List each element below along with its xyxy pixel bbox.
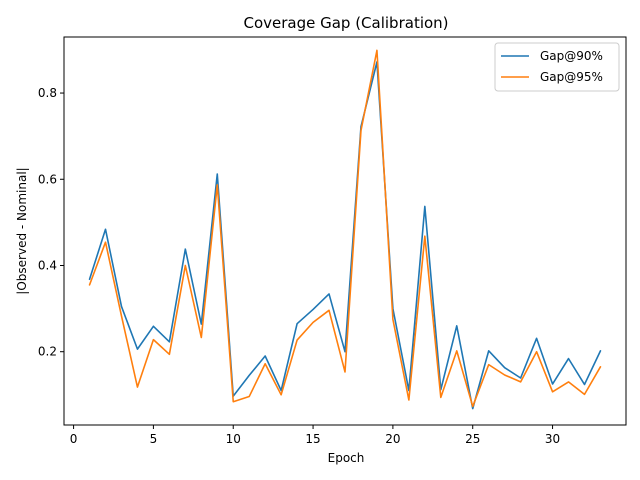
y-tick-label: 0.4 (38, 258, 57, 272)
chart-title: Coverage Gap (Calibration) (243, 14, 448, 32)
legend-box (494, 42, 620, 92)
x-tick-label: 0 (70, 432, 78, 446)
plot-frame (63, 36, 627, 426)
y-tick-label: 0.8 (38, 86, 57, 100)
x-tick-label: 5 (150, 432, 158, 446)
legend-label-1: Gap@90% (540, 49, 603, 63)
legend-label-2: Gap@95% (540, 70, 603, 84)
x-tick-label: 10 (226, 432, 241, 446)
x-tick-label: 15 (305, 432, 320, 446)
x-tick-label: 30 (545, 432, 560, 446)
x-tick-label: 20 (385, 432, 400, 446)
series-layer (88, 49, 602, 410)
y-tick-label: 0.2 (38, 345, 57, 359)
series-line-1 (88, 61, 602, 410)
y-tick-label: 0.6 (38, 172, 57, 186)
y-axis-label: |Observed - Nominal| (15, 167, 29, 294)
x-axis-label: Epoch (328, 451, 365, 465)
legend: Gap@90% Gap@95% (494, 42, 620, 92)
y-axis: 0.2 0.4 0.6 0.8 (38, 86, 64, 359)
series-line-2 (88, 49, 602, 408)
x-axis: 0 5 10 15 20 25 30 (70, 425, 560, 446)
x-tick-label: 25 (465, 432, 480, 446)
